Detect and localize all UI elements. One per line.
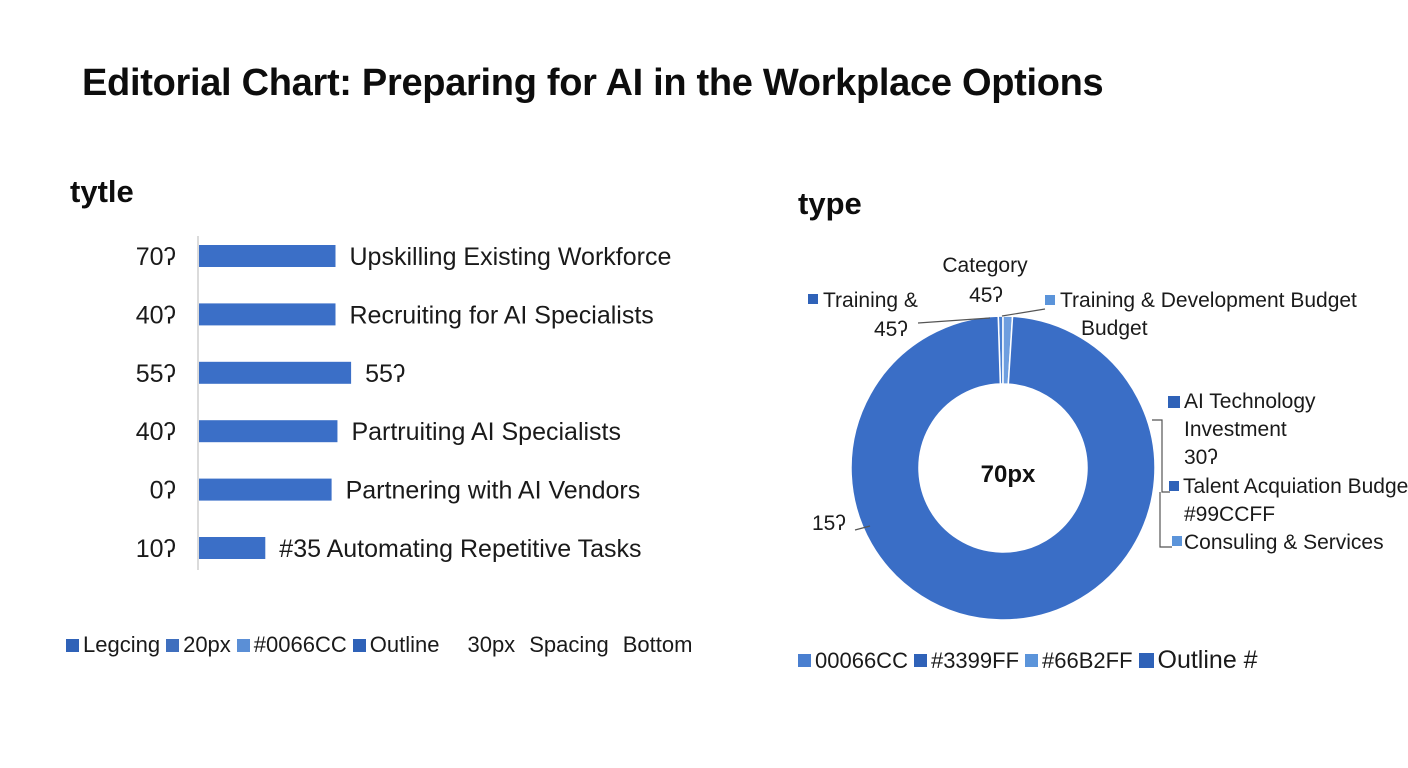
legend-extra-text: Spacing <box>529 632 609 657</box>
donut-label-category: Category <box>942 254 1028 277</box>
legend-swatch <box>166 638 180 652</box>
legend-swatch <box>352 638 366 652</box>
donut-swatch-talent <box>1169 481 1179 491</box>
bar <box>199 303 336 326</box>
bar <box>199 361 352 384</box>
donut-label-training-left-value: 45ʔ <box>874 318 908 341</box>
donut-label-investment: Investment <box>1184 418 1287 441</box>
legend-text: 00066CC <box>815 647 908 673</box>
main-title: Editorial Chart: Preparing for AI in the… <box>82 62 1104 104</box>
legend-text: Outline # <box>1157 646 1258 674</box>
bar <box>199 420 338 443</box>
legend-text: #0066CC <box>253 632 347 657</box>
donut-label-left-value: 15ʔ <box>812 512 846 535</box>
legend-swatch <box>1138 653 1154 668</box>
legend-swatch <box>236 638 250 652</box>
bar-tick-label: 10ʔ <box>136 535 176 563</box>
bar <box>199 537 266 559</box>
legend-swatch <box>798 654 811 667</box>
bar-legend-item: #0066CC <box>236 632 347 658</box>
donut-series <box>850 315 1156 621</box>
donut-label-ai-technology-value: 30ʔ <box>1184 446 1218 469</box>
donut-legend-item: #66B2FF <box>1025 648 1133 674</box>
bar-tick-label: 70ʔ <box>136 243 176 271</box>
bar <box>199 245 336 267</box>
bar-chart-title: tytle <box>70 174 134 209</box>
donut-label-training-right-budget: Budget <box>1081 317 1148 340</box>
donut-swatch-training-right <box>1045 295 1055 305</box>
bar-legend-item: 20px <box>166 632 231 658</box>
bar-legend: Legcing 20px #0066CC Outline 30px Spacin… <box>66 632 692 658</box>
donut-label-consulting: Consuling & Services <box>1184 531 1384 554</box>
legend-text: Legcing <box>83 632 161 657</box>
legend-extra-text: 30px <box>467 632 516 657</box>
donut-swatch-ai-technology <box>1168 396 1180 408</box>
bar-tick-label: 40ʔ <box>136 418 176 446</box>
donut-label-talent: Talent Acquiation Budget <box>1183 475 1408 498</box>
donut-swatch-training-left <box>808 294 818 304</box>
legend-text: #66B2FF <box>1042 647 1133 673</box>
bar-series: 70ʔ Upskilling Existing Workforce 40ʔ Recru… <box>136 243 672 563</box>
donut-label-ai-technology: AI Technology <box>1184 390 1316 413</box>
bar-tick-label: 55ʔ <box>136 360 176 388</box>
bar-legend-item: Outline <box>352 632 440 658</box>
donut-center-label: 70px <box>981 461 1036 488</box>
donut-legend-item: 00066CC <box>798 648 908 674</box>
legend-swatch <box>1025 654 1039 667</box>
bar-category-label: #35 Automating Repetitive Tasks <box>279 535 641 563</box>
bar <box>199 478 332 501</box>
donut-label-talent-color: #99CCFF <box>1184 503 1275 526</box>
legend-text: Outline <box>369 632 440 657</box>
donut-slice <box>850 315 1156 621</box>
legend-text: #3399FF <box>930 647 1020 673</box>
bar-category-label: Partnering with AI Vendors <box>346 477 641 505</box>
bar-category-label: 55ʔ <box>365 360 405 388</box>
bar-category-label: Recruiting for AI Specialists <box>350 301 654 329</box>
bar-tick-label: 0ʔ <box>150 477 176 505</box>
legend-extra-text: Bottom <box>622 632 693 657</box>
donut-label-training-right: Training & Development Budget <box>1060 289 1357 312</box>
legend-swatch <box>913 654 927 667</box>
legend-swatch <box>66 638 79 652</box>
bar-tick-label: 40ʔ <box>136 301 176 329</box>
donut-legend-item: Outline # <box>1138 646 1258 675</box>
donut-legend-item: #3399FF <box>913 647 1020 674</box>
bar-category-label: Upskilling Existing Workforce <box>350 243 672 271</box>
donut-label-category-value: 45ʔ <box>969 284 1003 307</box>
donut-label-training-left: Training & <box>823 289 918 312</box>
legend-text: 20px <box>183 632 231 657</box>
bar-category-label: Partruiting AI Specialists <box>351 418 621 446</box>
donut-legend: 00066CC #3399FF #66B2FF Outline # <box>798 646 1264 675</box>
donut-swatch-consulting <box>1172 536 1182 546</box>
donut-leader-lines <box>854 308 1172 548</box>
donut-chart-title: type <box>798 186 862 221</box>
bar-legend-item: Legcing <box>66 632 160 658</box>
